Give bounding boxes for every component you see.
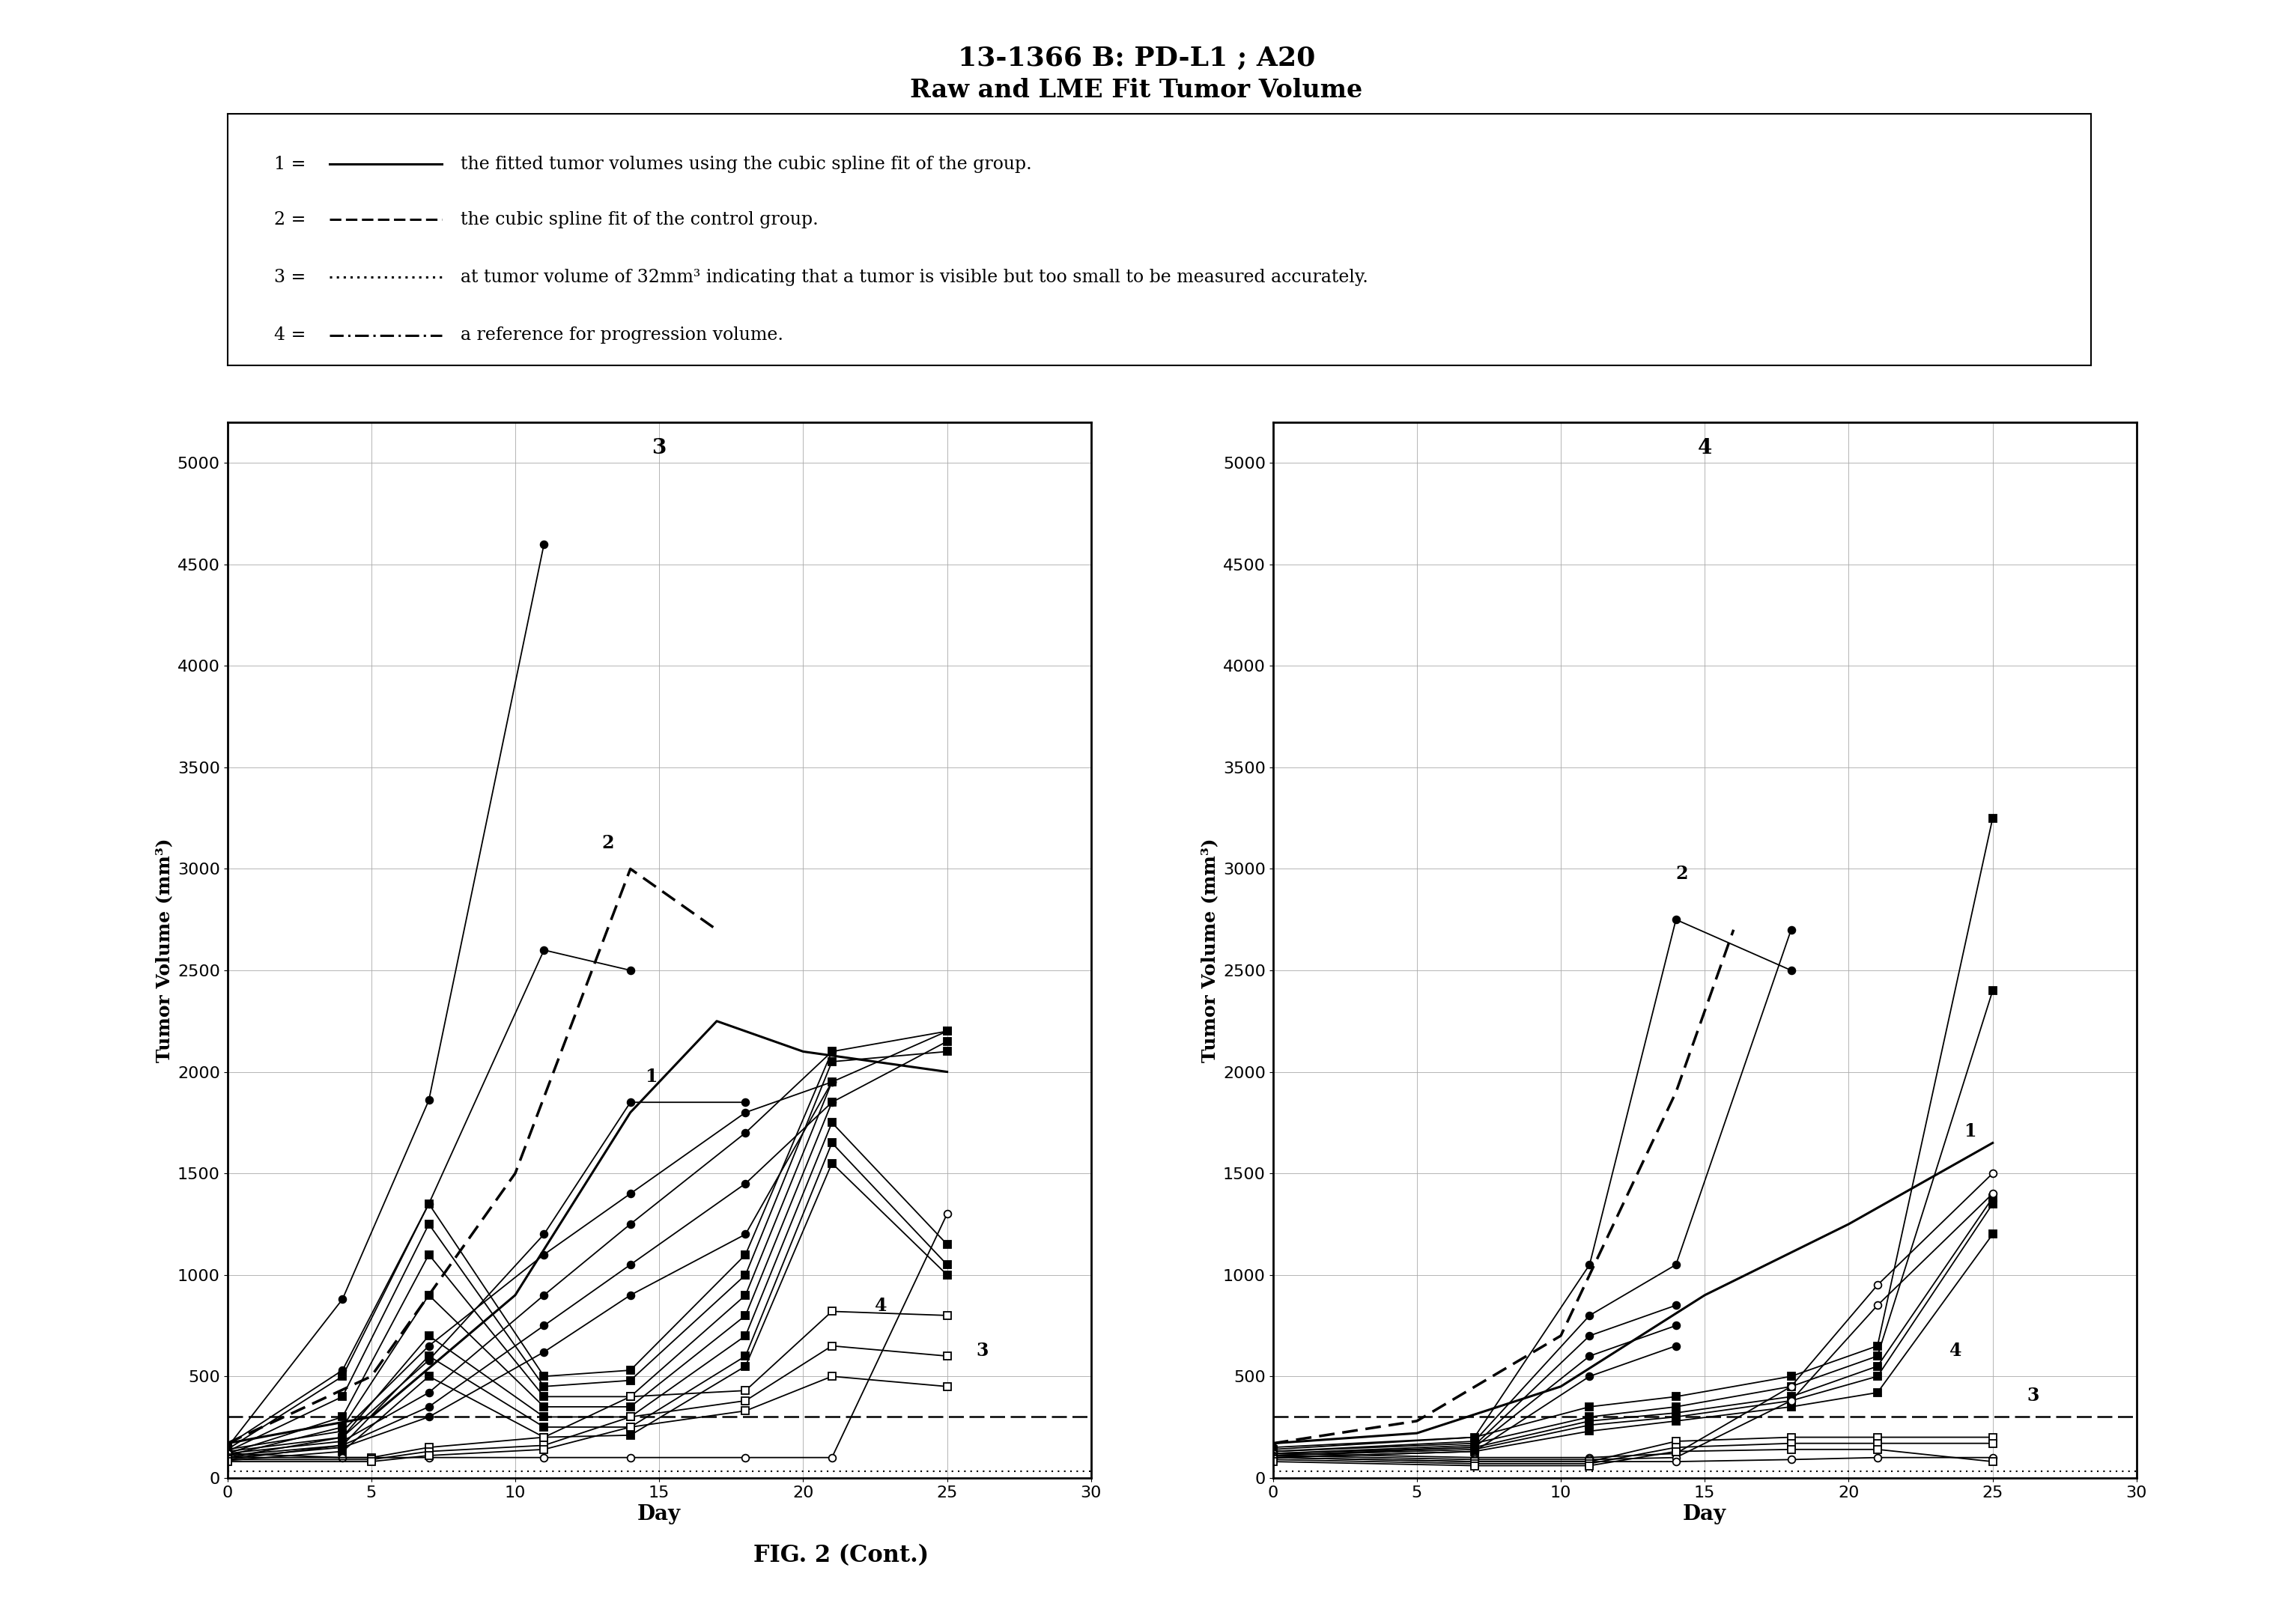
- Text: the fitted tumor volumes using the cubic spline fit of the group.: the fitted tumor volumes using the cubic…: [459, 156, 1032, 172]
- Text: 1: 1: [1964, 1122, 1975, 1140]
- Text: 4: 4: [1950, 1341, 1962, 1359]
- Text: 2: 2: [1675, 864, 1689, 883]
- X-axis label: Day: Day: [1682, 1504, 1727, 1525]
- Text: at tumor volume of 32mm³ indicating that a tumor is visible but too small to be : at tumor volume of 32mm³ indicating that…: [459, 268, 1368, 286]
- Text: 2 =: 2 =: [273, 211, 305, 227]
- Text: a reference for progression volume.: a reference for progression volume.: [459, 326, 784, 344]
- Text: 3: 3: [2028, 1387, 2039, 1405]
- Text: 2: 2: [602, 835, 614, 853]
- Text: 1 =: 1 =: [273, 156, 305, 172]
- Text: FIG. 2 (Cont.): FIG. 2 (Cont.): [752, 1544, 930, 1567]
- Text: the cubic spline fit of the control group.: the cubic spline fit of the control grou…: [459, 211, 818, 227]
- Text: 4 =: 4 =: [273, 326, 305, 344]
- Y-axis label: Tumor Volume (mm³): Tumor Volume (mm³): [155, 838, 173, 1062]
- Text: 13-1366 B: PD-L1 ; A20: 13-1366 B: PD-L1 ; A20: [957, 45, 1316, 71]
- Text: Raw and LME Fit Tumor Volume: Raw and LME Fit Tumor Volume: [909, 78, 1364, 102]
- X-axis label: Day: Day: [636, 1504, 682, 1525]
- Text: 1: 1: [646, 1067, 657, 1086]
- Text: 4: 4: [1698, 438, 1712, 458]
- Text: 3: 3: [652, 438, 666, 458]
- Text: 3: 3: [975, 1341, 989, 1359]
- Text: 4: 4: [875, 1298, 886, 1315]
- Text: 3 =: 3 =: [273, 268, 305, 286]
- Y-axis label: Tumor Volume (mm³): Tumor Volume (mm³): [1200, 838, 1218, 1062]
